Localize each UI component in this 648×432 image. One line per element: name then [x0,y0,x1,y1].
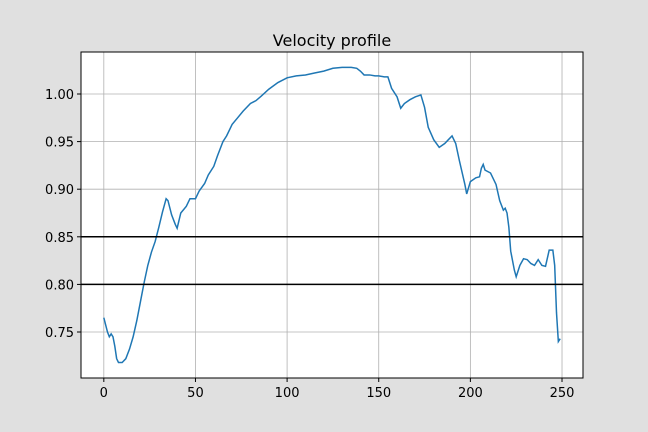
data-line [103,66,561,364]
x-tick-label: 150 [366,386,391,401]
y-tick-label: 0.75 [45,326,74,341]
y-tick-label: 0.80 [45,278,74,293]
y-tick-label: 0.85 [45,231,74,246]
y-tick-label: 0.95 [45,136,74,151]
y-tick-label: 1.00 [45,88,74,103]
x-tick-label: 200 [458,386,483,401]
y-tick-label: 0.90 [45,183,74,198]
x-tick-label: 100 [275,386,300,401]
x-tick-label: 50 [187,386,204,401]
x-tick-label: 250 [550,386,575,401]
plot-area [81,52,583,378]
plot-frame [80,51,584,379]
chart-title: Velocity profile [273,31,391,50]
x-tick-label: 0 [100,386,108,401]
